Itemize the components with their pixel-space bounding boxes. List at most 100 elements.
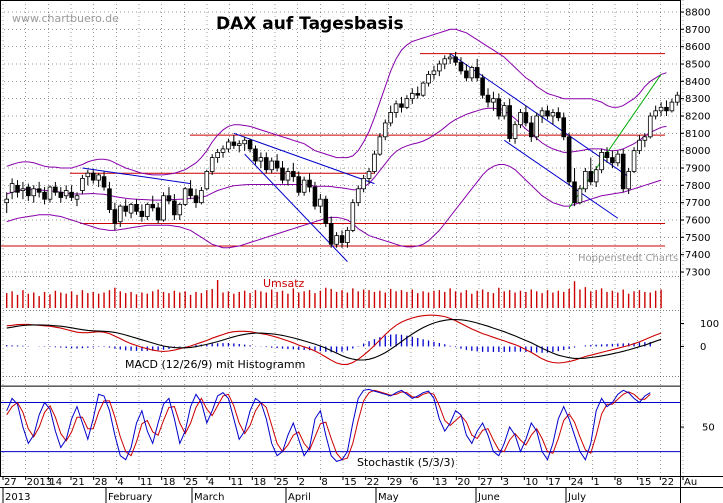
macd-line xyxy=(6,314,662,365)
price-tick-label: 7400 xyxy=(685,250,710,261)
month-label: March xyxy=(194,492,224,503)
candle-body xyxy=(69,191,74,198)
day-tick-label: 24 xyxy=(571,477,584,488)
candle xyxy=(63,185,69,200)
candle-body xyxy=(4,198,9,204)
price-tick-label: 8000 xyxy=(685,146,710,157)
candle xyxy=(496,93,502,120)
candle xyxy=(464,64,469,82)
trend-line xyxy=(244,153,348,262)
day-tick-label: 17 xyxy=(548,477,561,488)
day-tick-label: 27 xyxy=(480,477,493,488)
month-label: 2013 xyxy=(5,492,30,503)
candle xyxy=(36,181,42,198)
trend-line xyxy=(568,74,662,209)
candle xyxy=(588,157,594,186)
candle xyxy=(107,181,112,214)
candle-body xyxy=(410,93,415,100)
candle-body xyxy=(63,190,69,197)
chart-title: DAX auf Tagesbasis xyxy=(216,14,404,34)
candle-body xyxy=(31,188,37,197)
candle xyxy=(4,192,9,214)
candle xyxy=(263,152,269,174)
candle xyxy=(285,168,291,186)
candle-body xyxy=(377,136,383,155)
bollinger-bands xyxy=(6,28,667,249)
candle xyxy=(312,181,318,210)
candle-body xyxy=(620,153,626,190)
candle xyxy=(534,112,539,141)
candle-body xyxy=(593,169,599,183)
candle-body xyxy=(469,67,475,79)
candle-body xyxy=(301,179,307,193)
candle xyxy=(145,202,150,220)
stochastic-d-line xyxy=(6,389,651,461)
candle-body xyxy=(123,205,128,212)
candle xyxy=(53,181,58,196)
candle-body xyxy=(80,177,85,191)
candle-body xyxy=(296,176,302,193)
macd-signal-line xyxy=(6,319,662,361)
candle xyxy=(220,145,226,158)
candle xyxy=(188,180,193,200)
stochastic-label: Stochastik (5/3/3) xyxy=(357,456,455,469)
candle xyxy=(101,171,107,191)
price-tick-label: 8800 xyxy=(685,8,710,19)
candle xyxy=(669,98,675,113)
candle xyxy=(215,148,220,163)
candle xyxy=(339,230,345,248)
candle-body xyxy=(58,191,64,198)
candle-body xyxy=(145,203,150,217)
candle-body xyxy=(399,103,404,108)
candle-body xyxy=(675,94,680,103)
candle-body xyxy=(263,157,269,171)
candle xyxy=(675,91,680,106)
candle-body xyxy=(231,141,237,146)
macd-panel xyxy=(6,314,662,365)
candle-body xyxy=(512,124,518,139)
candle xyxy=(74,192,80,207)
candle-body xyxy=(437,63,442,72)
bollinger-lower-line xyxy=(6,164,662,249)
candle xyxy=(491,91,496,111)
candle-body xyxy=(431,70,437,75)
candle-body xyxy=(236,143,242,146)
candle xyxy=(155,202,161,224)
candle xyxy=(512,121,518,144)
candle xyxy=(139,204,145,222)
candle-body xyxy=(90,172,96,181)
macd-tick-label: 0 xyxy=(700,342,706,353)
candle-body xyxy=(350,202,356,231)
candle xyxy=(280,161,285,184)
candle xyxy=(647,112,653,139)
candle-body xyxy=(96,174,101,181)
candle xyxy=(296,171,302,196)
candle-body xyxy=(539,110,545,117)
price-tick-label: 8700 xyxy=(685,25,710,36)
candle xyxy=(626,168,631,194)
day-tick-label: 25 xyxy=(276,477,289,488)
month-label: June xyxy=(477,492,500,503)
candle xyxy=(539,107,545,123)
macd-tick-label: 100 xyxy=(700,319,719,330)
macd-label: MACD (12/26/9) mit Histogramm xyxy=(125,358,305,371)
candle xyxy=(193,188,199,208)
candle xyxy=(485,88,491,108)
day-tick-label: 18 xyxy=(163,477,176,488)
trend-line xyxy=(449,53,629,178)
price-tick-label: 8200 xyxy=(685,112,710,123)
candle xyxy=(301,176,307,196)
candle-body xyxy=(242,139,247,145)
candle xyxy=(69,185,74,201)
source-label: Hoppenstedt Charts xyxy=(578,253,678,264)
candle-body xyxy=(128,203,134,214)
candle xyxy=(620,148,626,193)
candle-body xyxy=(209,157,215,172)
month-label: May xyxy=(378,492,399,503)
candle xyxy=(561,112,567,141)
candle xyxy=(382,119,388,141)
candle xyxy=(426,70,431,87)
candle-body xyxy=(556,112,561,119)
